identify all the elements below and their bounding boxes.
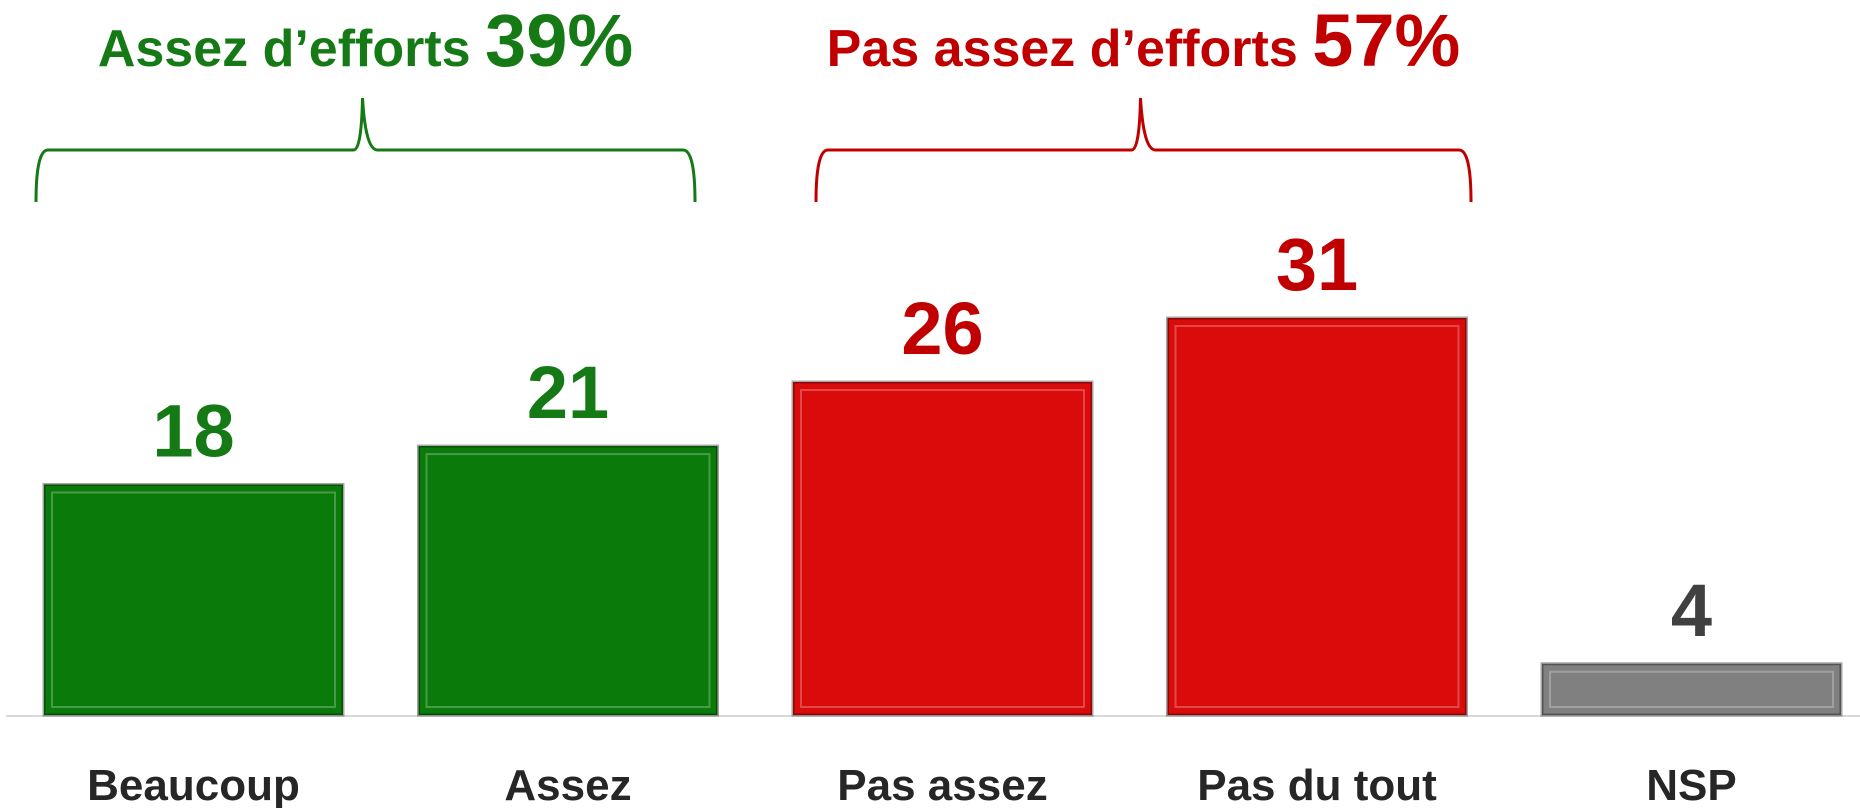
- bar-bevel: [425, 453, 711, 708]
- bar-bevel: [800, 389, 1085, 708]
- bar-bevel: [51, 491, 336, 708]
- bar-bevel: [1549, 670, 1834, 708]
- bar: [791, 380, 1094, 717]
- x-tick-label: Pas du tout: [1197, 761, 1437, 808]
- value-label: 31: [1276, 223, 1358, 306]
- bar: [1166, 316, 1468, 717]
- bar: [1540, 662, 1843, 717]
- x-tick-label: NSP: [1646, 761, 1736, 808]
- x-tick-label: Pas assez: [837, 761, 1047, 808]
- group-bracket: [34, 97, 697, 203]
- group-bracket: [814, 97, 1473, 203]
- group-title: Assez d’efforts 39%: [98, 0, 633, 82]
- group-total: 57%: [1312, 0, 1460, 82]
- group-label: Pas assez d’efforts: [827, 20, 1298, 78]
- value-label: 18: [152, 389, 234, 472]
- value-label: 4: [1671, 569, 1712, 652]
- bar-bevel: [1174, 325, 1460, 708]
- value-label: 21: [527, 351, 609, 434]
- group-space: [1298, 20, 1312, 78]
- bar: [42, 482, 345, 717]
- group-total: 39%: [485, 0, 633, 82]
- bar: [417, 444, 719, 717]
- x-tick-label: Assez: [504, 761, 631, 808]
- group-space: [471, 20, 485, 78]
- group-title: Pas assez d’efforts 57%: [827, 0, 1461, 82]
- value-label: 26: [901, 287, 983, 370]
- group-label: Assez d’efforts: [98, 20, 471, 78]
- x-tick-label: Beaucoup: [87, 761, 300, 808]
